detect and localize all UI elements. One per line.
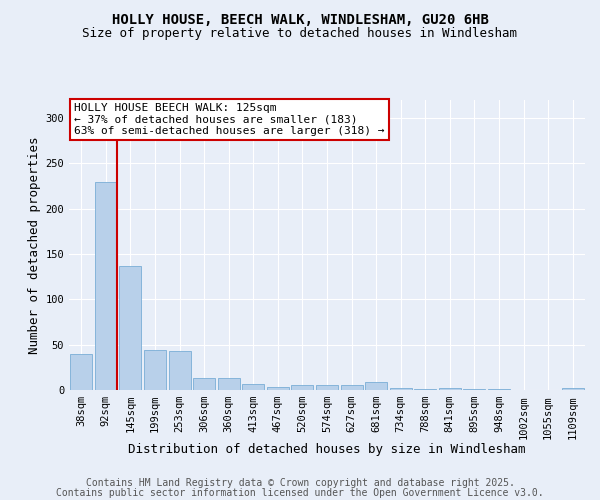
Bar bbox=[267, 388, 289, 390]
Bar bbox=[242, 384, 265, 390]
Text: Contains HM Land Registry data © Crown copyright and database right 2025.: Contains HM Land Registry data © Crown c… bbox=[86, 478, 514, 488]
Text: Size of property relative to detached houses in Windlesham: Size of property relative to detached ho… bbox=[83, 28, 517, 40]
Bar bbox=[488, 389, 510, 390]
Bar bbox=[292, 384, 313, 390]
Text: HOLLY HOUSE BEECH WALK: 125sqm
← 37% of detached houses are smaller (183)
63% of: HOLLY HOUSE BEECH WALK: 125sqm ← 37% of … bbox=[74, 103, 385, 136]
Bar bbox=[193, 378, 215, 390]
Bar bbox=[144, 350, 166, 390]
Text: HOLLY HOUSE, BEECH WALK, WINDLESHAM, GU20 6HB: HOLLY HOUSE, BEECH WALK, WINDLESHAM, GU2… bbox=[112, 12, 488, 26]
Bar bbox=[341, 386, 362, 390]
Bar bbox=[169, 351, 191, 390]
Bar bbox=[414, 389, 436, 390]
Bar bbox=[463, 389, 485, 390]
Text: Contains public sector information licensed under the Open Government Licence v3: Contains public sector information licen… bbox=[56, 488, 544, 498]
Bar bbox=[389, 388, 412, 390]
Bar bbox=[365, 382, 387, 390]
Y-axis label: Number of detached properties: Number of detached properties bbox=[28, 136, 41, 354]
X-axis label: Distribution of detached houses by size in Windlesham: Distribution of detached houses by size … bbox=[128, 443, 526, 456]
Bar bbox=[562, 388, 584, 390]
Bar bbox=[439, 388, 461, 390]
Bar bbox=[95, 182, 117, 390]
Bar bbox=[218, 378, 240, 390]
Bar bbox=[119, 266, 142, 390]
Bar bbox=[316, 386, 338, 390]
Bar bbox=[70, 354, 92, 390]
